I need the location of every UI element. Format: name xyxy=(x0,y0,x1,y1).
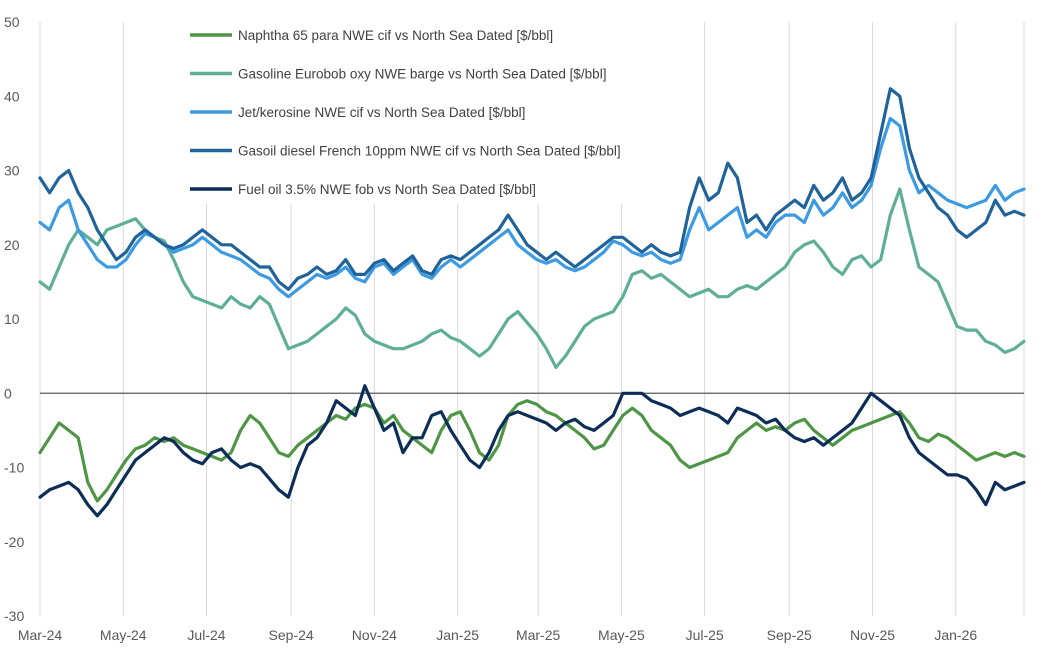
y-tick-label: -30 xyxy=(4,608,24,624)
y-tick-label: 10 xyxy=(4,311,20,327)
x-tick-label: Nov-24 xyxy=(352,627,397,643)
y-tick-label: 0 xyxy=(4,385,12,401)
x-tick-label: Sep-24 xyxy=(269,627,314,643)
y-tick-label: 50 xyxy=(4,14,20,30)
legend-label-3: Jet/kerosine NWE cif vs North Sea Dated … xyxy=(238,105,525,120)
x-axis-tick-labels: Mar-24 May-24 Jul-24 Sep-24 Nov-24 Jan-25 Mar-… xyxy=(18,627,978,643)
x-tick-label: Jul-24 xyxy=(187,627,225,643)
y-tick-label: 40 xyxy=(4,88,20,104)
x-tick-label: Mar-25 xyxy=(516,627,561,643)
x-tick-label: Jan-26 xyxy=(934,627,977,643)
x-tick-label: Jan-25 xyxy=(436,627,479,643)
y-tick-label: -20 xyxy=(4,534,24,550)
series-line-2 xyxy=(38,187,1026,369)
y-tick-label: 20 xyxy=(4,237,20,253)
series-line-5 xyxy=(38,384,1026,518)
x-tick-label: May-25 xyxy=(598,627,645,643)
x-tick-label: Nov-25 xyxy=(850,627,895,643)
legend: Naphtha 65 para NWE cif vs North Sea Dat… xyxy=(182,18,670,204)
y-tick-label: 30 xyxy=(4,163,20,179)
series-lines xyxy=(38,87,1026,518)
legend-label-2: Gasoline Eurobob oxy NWE barge vs North … xyxy=(238,67,606,82)
x-tick-label: Jul-25 xyxy=(686,627,724,643)
legend-label-5: Fuel oil 3.5% NWE fob vs North Sea Dated… xyxy=(238,182,536,197)
y-axis-tick-labels: 50 40 30 20 10 0 -10 -20 -30 xyxy=(4,14,24,624)
legend-box xyxy=(182,18,670,204)
x-tick-label: May-24 xyxy=(100,627,147,643)
y-tick-label: -10 xyxy=(4,460,24,476)
x-tick-label: Mar-24 xyxy=(18,627,63,643)
series-line-3 xyxy=(38,116,1026,299)
x-tick-label: Sep-25 xyxy=(767,627,812,643)
series-line-1 xyxy=(38,399,1026,503)
series-line-4 xyxy=(38,87,1026,291)
legend-label-4: Gasoil diesel French 10ppm NWE cif vs No… xyxy=(238,144,621,159)
legend-label-1: Naphtha 65 para NWE cif vs North Sea Dat… xyxy=(238,28,553,43)
